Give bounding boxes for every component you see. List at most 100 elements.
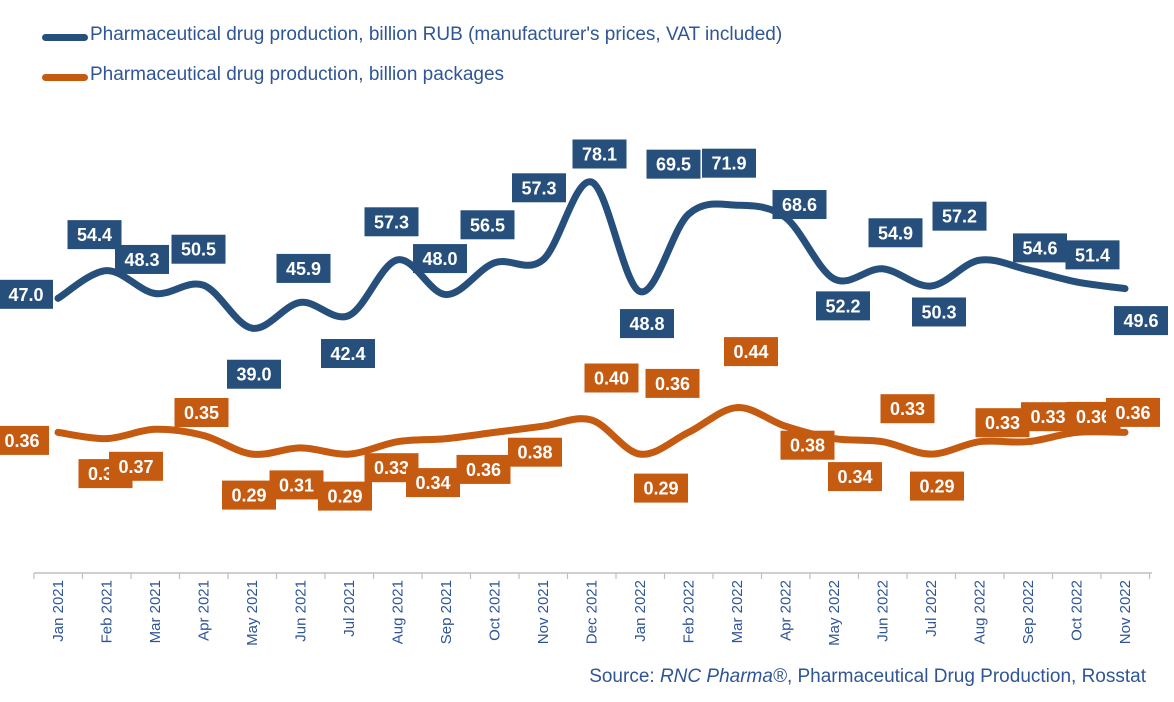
data-label-rub-box [772, 190, 827, 220]
data-label-packages-text: 0.33 [374, 458, 409, 478]
data-label-packages-box [645, 368, 700, 398]
data-label-packages-box [222, 480, 276, 510]
data-label-packages: 0.31 [269, 470, 324, 500]
x-tick-label: Jan 2021 [50, 580, 67, 642]
data-label-rub: 78.1 [572, 139, 627, 169]
data-label-packages-box [318, 481, 372, 511]
data-label-packages-text: 0.33 [890, 399, 925, 419]
data-label-rub-box [646, 149, 701, 179]
data-label-packages-text: 0.33 [985, 413, 1020, 433]
data-label-rub-text: 48.8 [629, 314, 664, 334]
data-label-packages-text: 0.35 [184, 403, 219, 423]
data-label-packages-box [584, 363, 639, 393]
data-label-packages: 0.33 [880, 394, 935, 424]
data-label-packages-box [780, 430, 835, 460]
data-label-rub-text: 52.2 [825, 296, 860, 316]
data-label-rub: 45.9 [276, 253, 331, 283]
data-label-rub: 56.5 [460, 210, 515, 240]
x-tick-label: Sep 2021 [438, 580, 455, 644]
data-label-rub-text: 54.4 [77, 225, 112, 245]
data-label-rub-box [912, 297, 966, 327]
data-label-packages: 0.29 [910, 471, 964, 501]
data-label-rub: 52.2 [816, 291, 870, 321]
data-label-rub-box [276, 253, 331, 283]
x-tick-label: Oct 2022 [1069, 580, 1086, 641]
data-label-packages: 0.36 [0, 425, 49, 455]
legend-label-packages: Pharmaceutical drug production, billion … [90, 64, 505, 85]
legend-item-rub: Pharmaceutical drug production, billion … [40, 22, 800, 48]
source-note: Source: RNC Pharma®, Pharmaceutical Drug… [589, 666, 1146, 688]
data-label-packages-box [174, 398, 229, 427]
x-tick-label: Jul 2021 [341, 580, 358, 637]
data-label-packages-text: 0.36 [1076, 407, 1111, 427]
data-label-packages-text: 0.34 [415, 473, 450, 493]
x-tick-label: Jun 2022 [875, 580, 892, 642]
data-label-rub-text: 69.5 [656, 155, 691, 175]
data-label-packages-text: 0.38 [517, 443, 552, 463]
data-label-rub: 69.5 [646, 149, 701, 179]
data-label-rub-text: 39.0 [236, 365, 271, 385]
data-label-packages-box [828, 462, 882, 492]
data-label-packages-box [975, 408, 1030, 438]
data-label-packages-text: 0.36 [466, 460, 501, 480]
data-label-rub: 51.4 [1065, 240, 1120, 270]
data-label-packages-box [634, 473, 688, 503]
data-label-rub-box [512, 173, 566, 203]
data-label-packages-box [109, 451, 163, 481]
data-label-packages: 0.36 [456, 454, 511, 484]
data-label-packages: 0.29 [318, 481, 372, 511]
data-label-rub: 50.5 [171, 234, 226, 264]
data-label-rub-text: 54.9 [878, 223, 913, 243]
data-label-packages-text: 0.33 [1030, 407, 1065, 427]
data-label-packages-text: 0.36 [655, 374, 690, 394]
data-label-rub: 57.3 [512, 173, 566, 203]
source-brand: RNC Pharma® [659, 666, 787, 687]
legend-swatch-rub [42, 34, 88, 41]
data-label-packages-box [880, 394, 935, 424]
legend-item-packages: Pharmaceutical drug production, billion … [40, 62, 800, 88]
x-tick-label: Dec 2021 [584, 580, 601, 644]
data-label-rub-box [620, 309, 674, 339]
data-label-rub-box [67, 220, 122, 250]
data-labels: 0.36 0.34 0.37 0.35 0.29 0.31 0.29 0.33 0.34 0.36… [0, 139, 1168, 511]
data-label-packages: 0.44 [724, 337, 778, 367]
x-tick-label: Jul 2022 [923, 580, 940, 637]
legend-label-rub: Pharmaceutical drug production, billion … [90, 24, 783, 45]
legend-swatch-packages [42, 74, 88, 81]
data-label-packages-box [508, 437, 562, 467]
data-label-rub-box [702, 148, 756, 178]
data-label-packages-box [1021, 402, 1075, 432]
x-tick-label: Sep 2022 [1020, 580, 1037, 644]
data-label-rub-box [932, 201, 987, 231]
data-label-rub-text: 51.4 [1075, 245, 1110, 265]
data-label-packages: 0.33 [1021, 402, 1075, 432]
x-tick-label: May 2021 [244, 580, 261, 646]
data-label-rub: 71.9 [702, 148, 756, 178]
data-label-packages-text: 0.29 [919, 477, 954, 497]
series-path-rub [54, 178, 1129, 332]
data-label-packages: 0.38 [508, 437, 562, 467]
data-label-rub-box [1114, 306, 1168, 336]
data-label-packages-text: 0.36 [1115, 403, 1150, 423]
data-label-packages-box [1106, 397, 1160, 427]
x-tick-label: Feb 2021 [99, 580, 116, 643]
data-label-packages-text: 0.29 [643, 479, 678, 499]
series-line-packages [54, 404, 1129, 458]
data-label-rub: 68.6 [772, 190, 827, 220]
data-label-packages-text: 0.40 [594, 369, 629, 389]
data-label-rub-box [1065, 240, 1120, 270]
data-label-rub-box [171, 234, 226, 264]
data-label-rub-box [1013, 233, 1067, 263]
data-label-rub: 48.8 [620, 309, 674, 339]
x-tick-label: Nov 2021 [535, 580, 552, 644]
data-label-rub-text: 45.9 [286, 259, 321, 279]
data-label-rub-box [413, 244, 467, 274]
data-label-packages: 0.37 [109, 451, 163, 481]
data-label-packages: 0.38 [780, 430, 835, 460]
data-label-packages-box [456, 454, 511, 484]
data-label-rub: 57.2 [932, 201, 987, 231]
data-label-rub-box [0, 279, 53, 309]
data-label-rub: 47.0 [0, 279, 53, 309]
data-label-rub-text: 48.0 [422, 249, 457, 269]
data-label-packages-text: 0.31 [279, 475, 314, 495]
